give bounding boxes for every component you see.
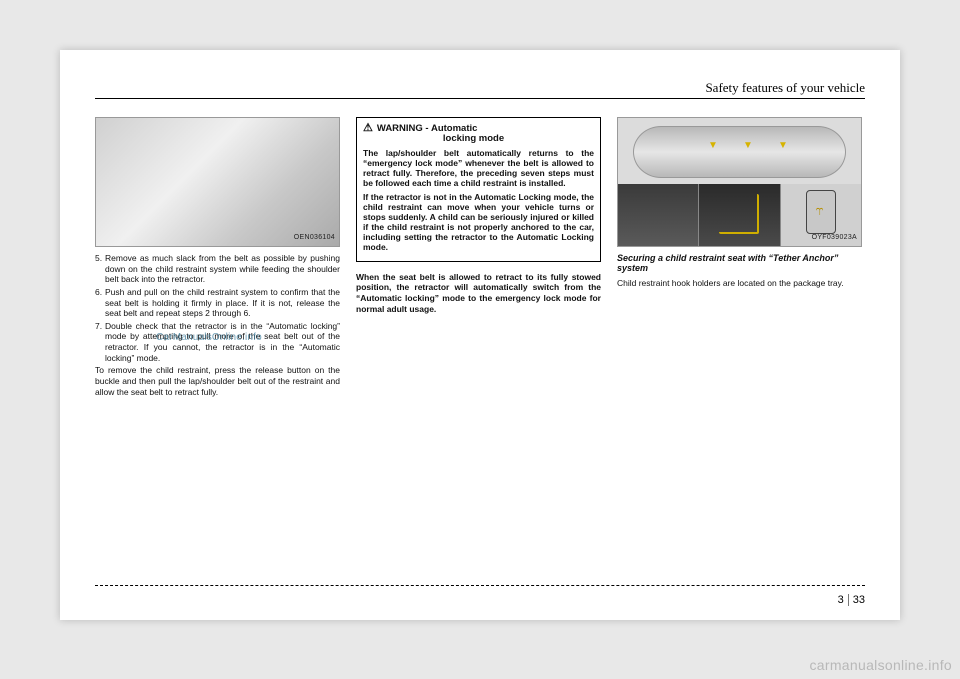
arrow-icon: ▼ <box>743 140 753 153</box>
page-sep <box>848 594 849 606</box>
header-title: Safety features of your vehicle <box>705 80 865 96</box>
site-watermark: carmanualsonline.info <box>810 657 953 673</box>
page-num: 33 <box>853 594 865 606</box>
step-5: 5. Remove as much slack from the belt as… <box>95 253 340 285</box>
step-text: Push and pull on the child restraint sys… <box>105 287 340 319</box>
step-6: 6. Push and pull on the child restraint … <box>95 287 340 319</box>
section-num: 3 <box>838 594 844 606</box>
figure-label: OEN036104 <box>294 234 335 243</box>
warning-icon: ⚠ <box>363 123 373 134</box>
footer-rule <box>95 585 865 586</box>
step-7: 7. Double check that the retractor is in… <box>95 321 340 364</box>
car-top-illustration <box>633 126 846 178</box>
figure-label: OYF039023A <box>812 234 857 243</box>
step-num: 6. <box>95 287 105 319</box>
manual-page: Safety features of your vehicle OEN03610… <box>60 50 900 620</box>
col1-body: 5. Remove as much slack from the belt as… <box>95 253 340 397</box>
warning-word: WARNING - <box>377 123 429 134</box>
warning-p1: The lap/shoulder belt automatically retu… <box>363 148 594 189</box>
col3-body: Child restraint hook holders are located… <box>617 278 862 289</box>
figure-seat-install: OEN036104 <box>95 117 340 247</box>
step-num: 7. <box>95 321 105 364</box>
step-text: Remove as much slack from the belt as po… <box>105 253 340 285</box>
page-number: 3 33 <box>838 594 865 606</box>
column-1: OEN036104 5. Remove as much slack from t… <box>95 117 340 399</box>
page-header: Safety features of your vehicle <box>95 80 865 99</box>
detail-2 <box>699 184 780 246</box>
figure-tether-anchor: ▼ ▼ ▼ ⥾ OYF039023A <box>617 117 862 247</box>
arrow-icon: ▼ <box>778 140 788 153</box>
col1-tail: To remove the child restraint, press the… <box>95 365 340 397</box>
warning-sub1: Automatic <box>431 123 477 134</box>
step-num: 5. <box>95 253 105 285</box>
column-2: ⚠ WARNING - Automatic locking mode The l… <box>356 117 601 399</box>
warning-p2: If the retractor is not in the Automatic… <box>363 192 594 253</box>
warning-heading: ⚠ WARNING - Automatic locking mode <box>363 123 594 145</box>
col2-bold: When the seat belt is allowed to retract… <box>356 272 601 315</box>
detail-1 <box>618 184 699 246</box>
content-columns: OEN036104 5. Remove as much slack from t… <box>95 117 865 399</box>
hook-icon: ⥾ <box>816 202 824 220</box>
warning-sub2: locking mode <box>443 133 504 144</box>
step-text: Double check that the retractor is in th… <box>105 321 340 364</box>
warning-title-wrap: WARNING - Automatic locking mode <box>377 123 504 145</box>
warning-box: ⚠ WARNING - Automatic locking mode The l… <box>356 117 601 262</box>
col3-caption: Securing a child restraint seat with “Te… <box>617 253 862 274</box>
column-3: ▼ ▼ ▼ ⥾ OYF039023A Securing a child rest… <box>617 117 862 399</box>
arrow-icon: ▼ <box>708 140 718 153</box>
